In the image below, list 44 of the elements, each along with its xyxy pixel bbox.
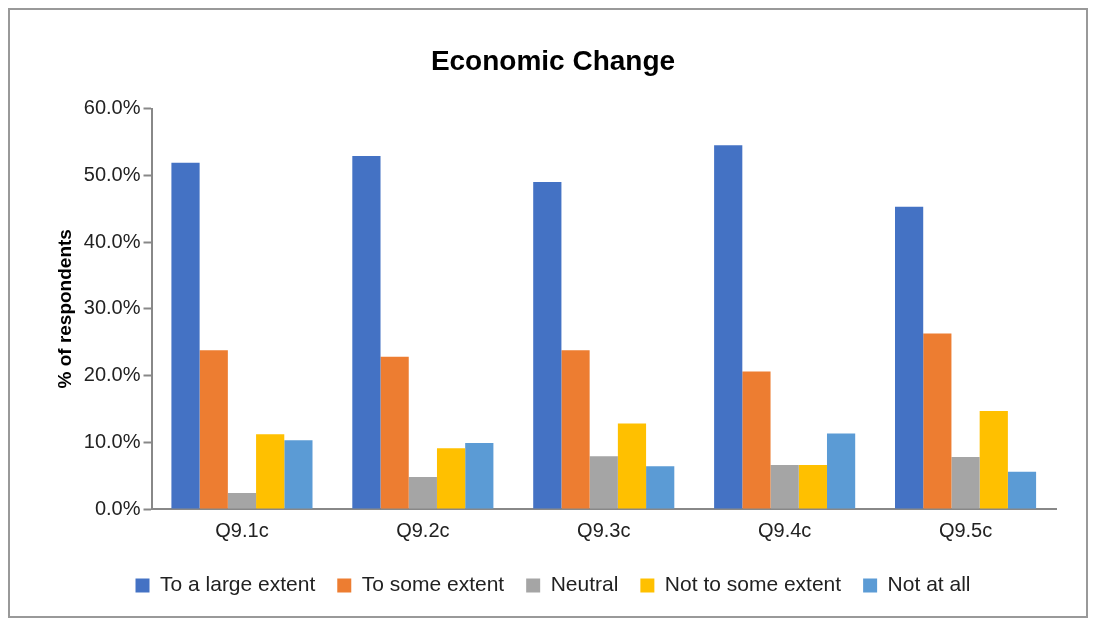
y-tick-label: 10.0% xyxy=(83,429,141,452)
x-tick-label: Q9.3c xyxy=(577,518,631,541)
legend-label: To some extent xyxy=(361,572,505,596)
bar xyxy=(923,333,952,509)
legend-label: Not to some extent xyxy=(664,572,842,596)
x-tick-label: Q9.5c xyxy=(938,518,993,541)
bar xyxy=(436,448,466,509)
bar xyxy=(589,456,618,509)
y-tick-label: 50.0% xyxy=(83,162,141,185)
y-tick-label: 0.0% xyxy=(94,496,141,519)
bar xyxy=(826,433,856,509)
x-tick-label: Q9.4c xyxy=(757,518,812,541)
bar xyxy=(798,464,827,509)
bar xyxy=(561,350,590,509)
bar xyxy=(770,464,799,509)
bar xyxy=(256,434,285,509)
bar xyxy=(227,492,257,509)
bar xyxy=(979,410,1008,509)
bar xyxy=(171,162,200,509)
bar xyxy=(617,423,647,509)
legend-label: Not at all xyxy=(887,572,971,596)
bar xyxy=(380,356,409,509)
bar xyxy=(284,440,313,509)
bar xyxy=(1007,471,1037,509)
y-tick-label: 40.0% xyxy=(83,229,141,252)
bar xyxy=(352,155,381,509)
legend-label: Neutral xyxy=(550,572,619,596)
bar xyxy=(646,466,675,509)
bar xyxy=(199,350,228,509)
chart-title: Economic Change xyxy=(430,44,676,76)
y-tick-label: 60.0% xyxy=(83,96,141,119)
y-tick-label: 20.0% xyxy=(83,363,141,386)
bar xyxy=(714,145,743,509)
legend-label: To a large extent xyxy=(160,572,316,596)
x-tick-label: Q9.1c xyxy=(215,518,269,541)
bar xyxy=(742,371,771,509)
y-tick-label: 30.0% xyxy=(83,296,141,319)
x-tick-label: Q9.2c xyxy=(396,518,450,541)
bar xyxy=(408,476,437,509)
bar xyxy=(895,206,924,509)
bar xyxy=(951,456,980,509)
bar xyxy=(465,442,494,509)
bar xyxy=(533,182,562,509)
y-axis-title: % of respondents xyxy=(53,229,75,389)
